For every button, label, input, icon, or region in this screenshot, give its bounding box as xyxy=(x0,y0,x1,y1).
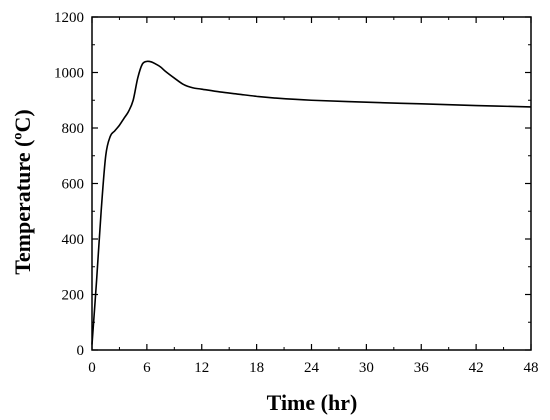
plot-area: 0 6 12 18 24 30 36 42 48 0 200 400 600 800 1000 1200 xyxy=(54,10,539,376)
y-tick-label: 1200 xyxy=(54,10,84,26)
y-tick-label: 400 xyxy=(62,232,85,248)
x-tick-label: 24 xyxy=(304,360,320,376)
temperature-series-line xyxy=(91,60,532,345)
y-tick-label: 200 xyxy=(62,288,85,304)
x-tick-label: 48 xyxy=(524,360,539,376)
x-axis-title: Time (hr) xyxy=(267,390,358,415)
y-tick-label: 0 xyxy=(77,343,85,359)
y-tick-label: 800 xyxy=(62,121,85,137)
plot-frame xyxy=(91,16,532,351)
x-tick-label: 18 xyxy=(249,360,264,376)
x-tick-label: 30 xyxy=(359,360,374,376)
x-tick-label: 0 xyxy=(88,360,96,376)
y-tick-label: 1000 xyxy=(54,66,84,82)
x-tick-label: 42 xyxy=(469,360,484,376)
x-tick-label: 6 xyxy=(143,360,151,376)
y-tick-label: 600 xyxy=(62,177,85,193)
y-axis-title: Temperature (ºC) xyxy=(10,109,35,275)
x-tick-label: 12 xyxy=(194,360,209,376)
x-tick-label: 36 xyxy=(414,360,430,376)
